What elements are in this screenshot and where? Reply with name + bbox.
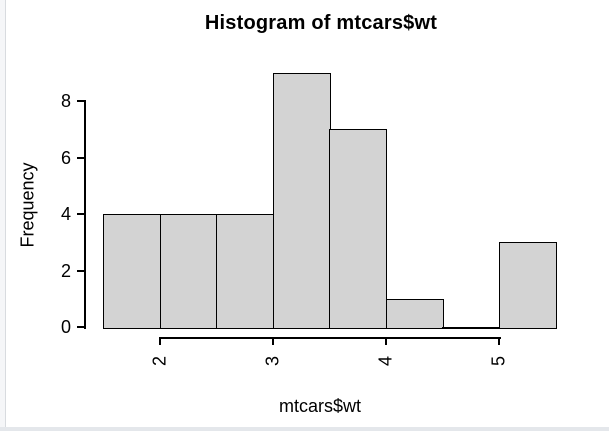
y-tick-mark xyxy=(77,213,85,215)
x-tick-label: 5 xyxy=(488,355,509,367)
pane-bottom-strip xyxy=(0,427,609,431)
x-tick-mark xyxy=(384,337,387,345)
y-axis-title: Frequency xyxy=(17,162,38,248)
histogram-bar xyxy=(272,72,331,329)
histogram-bar xyxy=(216,214,275,329)
histogram-bar xyxy=(499,242,558,329)
x-tick-label: 2 xyxy=(149,355,169,367)
x-tick-label: 4 xyxy=(375,355,396,367)
x-axis-title: mtcars$wt xyxy=(278,396,361,416)
histogram-bar xyxy=(442,327,501,329)
y-tick-mark xyxy=(77,156,85,159)
y-tick-mark xyxy=(77,269,85,272)
histogram-bar xyxy=(159,214,218,329)
x-tick-mark xyxy=(158,337,161,345)
x-tick-mark xyxy=(498,337,500,345)
y-tick-label: 4 xyxy=(60,204,71,224)
histogram-bar xyxy=(102,214,161,329)
x-tick-label: 3 xyxy=(262,355,283,367)
y-tick-label: 2 xyxy=(60,260,71,281)
pane-left-border xyxy=(0,0,6,431)
histogram-bar xyxy=(385,298,444,329)
chart-title: Histogram of mtcars$wt xyxy=(204,12,438,34)
y-tick-label: 8 xyxy=(60,91,71,111)
histogram-bar xyxy=(329,129,388,329)
y-tick-mark xyxy=(77,100,85,102)
x-axis-line xyxy=(158,337,501,339)
y-tick-mark xyxy=(77,326,85,328)
y-tick-label: 0 xyxy=(60,317,71,337)
x-tick-mark xyxy=(271,337,274,345)
y-tick-label: 6 xyxy=(60,147,71,168)
